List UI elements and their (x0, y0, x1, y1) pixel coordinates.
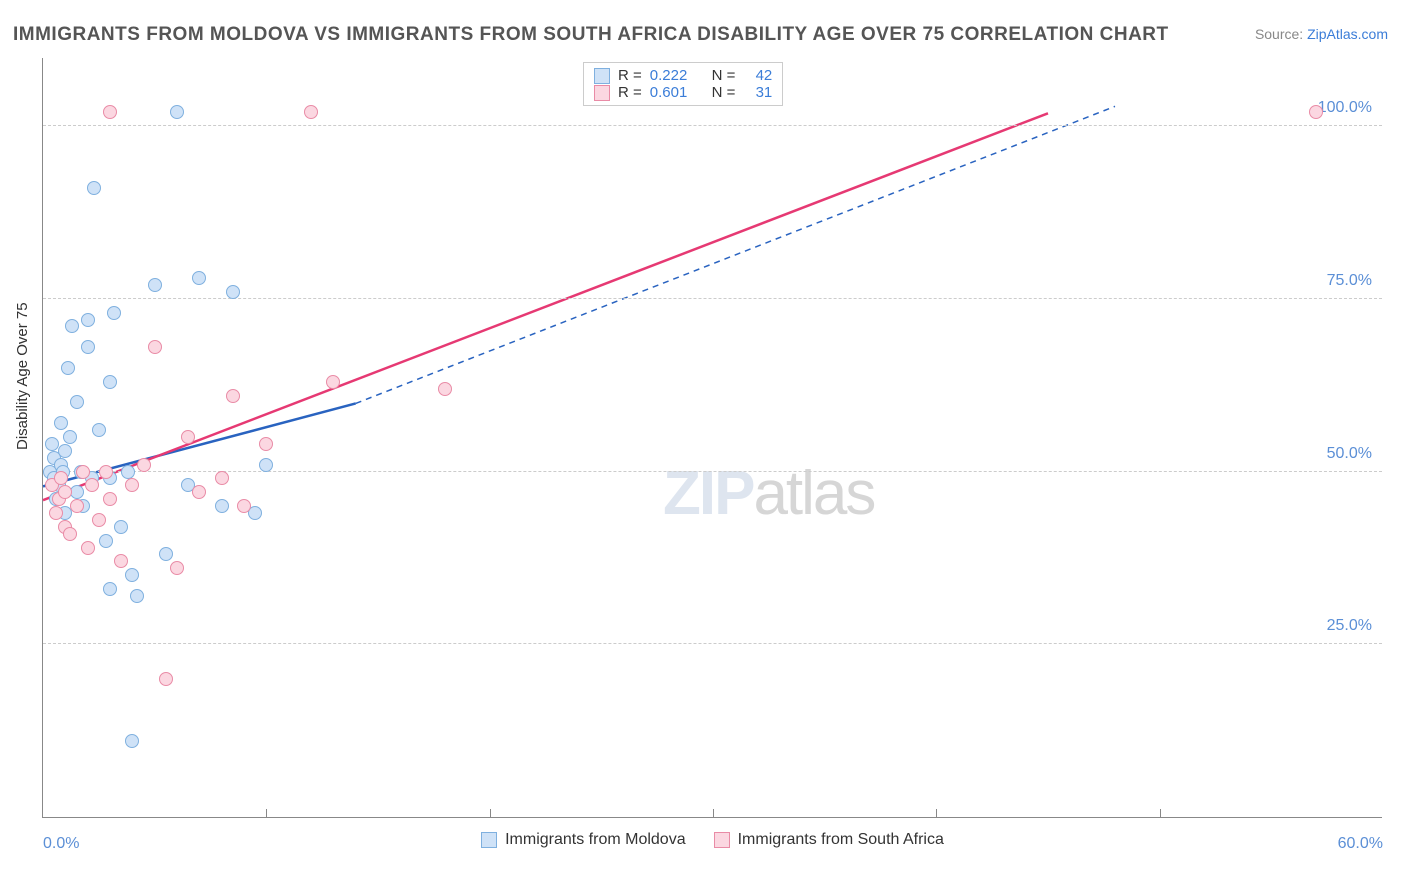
x-tick-label: 60.0% (1338, 835, 1383, 853)
trend-line-solid (43, 113, 1048, 500)
legend-swatch (481, 832, 497, 848)
series-legend: Immigrants from Moldova Immigrants from S… (43, 831, 1382, 853)
scatter-point (103, 582, 117, 596)
scatter-point (130, 589, 144, 603)
scatter-point (58, 485, 72, 499)
legend-item: Immigrants from Moldova (481, 831, 686, 849)
scatter-point (259, 458, 273, 472)
scatter-point (49, 506, 63, 520)
scatter-point (215, 471, 229, 485)
x-tick-label: 0.0% (43, 835, 79, 853)
trend-line-dashed (356, 106, 1115, 403)
scatter-point (81, 340, 95, 354)
scatter-point (125, 568, 139, 582)
y-axis-label: Disability Age Over 75 (14, 302, 31, 450)
scatter-point (114, 520, 128, 534)
legend-row: R = 0.601 N = 31 (594, 84, 772, 101)
chart-title: IMMIGRANTS FROM MOLDOVA VS IMMIGRANTS FR… (13, 24, 1169, 46)
scatter-point (148, 340, 162, 354)
scatter-point (92, 513, 106, 527)
y-tick-label: 25.0% (1327, 617, 1372, 635)
x-tick-mark (266, 809, 267, 817)
r-value: 0.601 (650, 84, 688, 101)
scatter-point (1309, 105, 1323, 119)
scatter-point (54, 471, 68, 485)
source-label: Source: (1255, 26, 1307, 42)
legend-item: Immigrants from South Africa (714, 831, 944, 849)
legend-label: Immigrants from South Africa (738, 831, 944, 849)
gridline-horizontal (43, 125, 1382, 126)
scatter-point (103, 105, 117, 119)
scatter-point (99, 534, 113, 548)
scatter-point (70, 395, 84, 409)
scatter-point (99, 465, 113, 479)
r-label: R = (618, 67, 642, 84)
trend-lines-layer (43, 58, 1382, 817)
scatter-point (85, 478, 99, 492)
scatter-point (103, 492, 117, 506)
scatter-point (87, 181, 101, 195)
source-link[interactable]: ZipAtlas.com (1307, 26, 1388, 42)
scatter-point (121, 465, 135, 479)
scatter-point (65, 319, 79, 333)
r-label: R = (618, 84, 642, 101)
scatter-point (181, 430, 195, 444)
scatter-point (304, 105, 318, 119)
scatter-point (170, 105, 184, 119)
scatter-point (125, 478, 139, 492)
n-label: N = (712, 67, 736, 84)
scatter-point (107, 306, 121, 320)
scatter-point (76, 465, 90, 479)
gridline-horizontal (43, 643, 1382, 644)
scatter-point (45, 437, 59, 451)
scatter-point (61, 361, 75, 375)
scatter-point (192, 271, 206, 285)
scatter-point (114, 554, 128, 568)
scatter-point (92, 423, 106, 437)
legend-label: Immigrants from Moldova (505, 831, 686, 849)
scatter-point (215, 499, 229, 513)
scatter-point (58, 444, 72, 458)
legend-swatch (594, 85, 610, 101)
legend-swatch (714, 832, 730, 848)
gridline-horizontal (43, 471, 1382, 472)
scatter-point (438, 382, 452, 396)
scatter-point (54, 416, 68, 430)
scatter-point (81, 313, 95, 327)
y-tick-label: 75.0% (1327, 272, 1372, 290)
scatter-point (159, 672, 173, 686)
plot-area: ZIPatlas R =0.222 N = 42R =0.601 N = 31 … (42, 58, 1382, 818)
scatter-point (103, 375, 117, 389)
x-tick-mark (490, 809, 491, 817)
scatter-point (170, 561, 184, 575)
source-attribution: Source: ZipAtlas.com (1255, 26, 1388, 42)
scatter-point (326, 375, 340, 389)
scatter-point (70, 499, 84, 513)
r-value: 0.222 (650, 67, 688, 84)
n-label: N = (712, 84, 736, 101)
scatter-point (226, 285, 240, 299)
legend-row: R = 0.222 N = 42 (594, 67, 772, 84)
scatter-point (63, 527, 77, 541)
n-value: 42 (756, 67, 773, 84)
x-tick-mark (936, 809, 937, 817)
y-tick-label: 50.0% (1327, 445, 1372, 463)
y-tick-label: 100.0% (1318, 99, 1372, 117)
scatter-point (159, 547, 173, 561)
scatter-point (226, 389, 240, 403)
legend-swatch (594, 68, 610, 84)
scatter-point (148, 278, 162, 292)
gridline-horizontal (43, 298, 1382, 299)
scatter-point (81, 541, 95, 555)
scatter-point (125, 734, 139, 748)
scatter-point (237, 499, 251, 513)
x-tick-mark (713, 809, 714, 817)
scatter-point (192, 485, 206, 499)
x-tick-mark (1160, 809, 1161, 817)
n-value: 31 (756, 84, 773, 101)
scatter-point (63, 430, 77, 444)
scatter-point (137, 458, 151, 472)
scatter-point (259, 437, 273, 451)
correlation-legend: R = 0.222 N = 42 R = 0.601 N = 31 (583, 62, 783, 106)
